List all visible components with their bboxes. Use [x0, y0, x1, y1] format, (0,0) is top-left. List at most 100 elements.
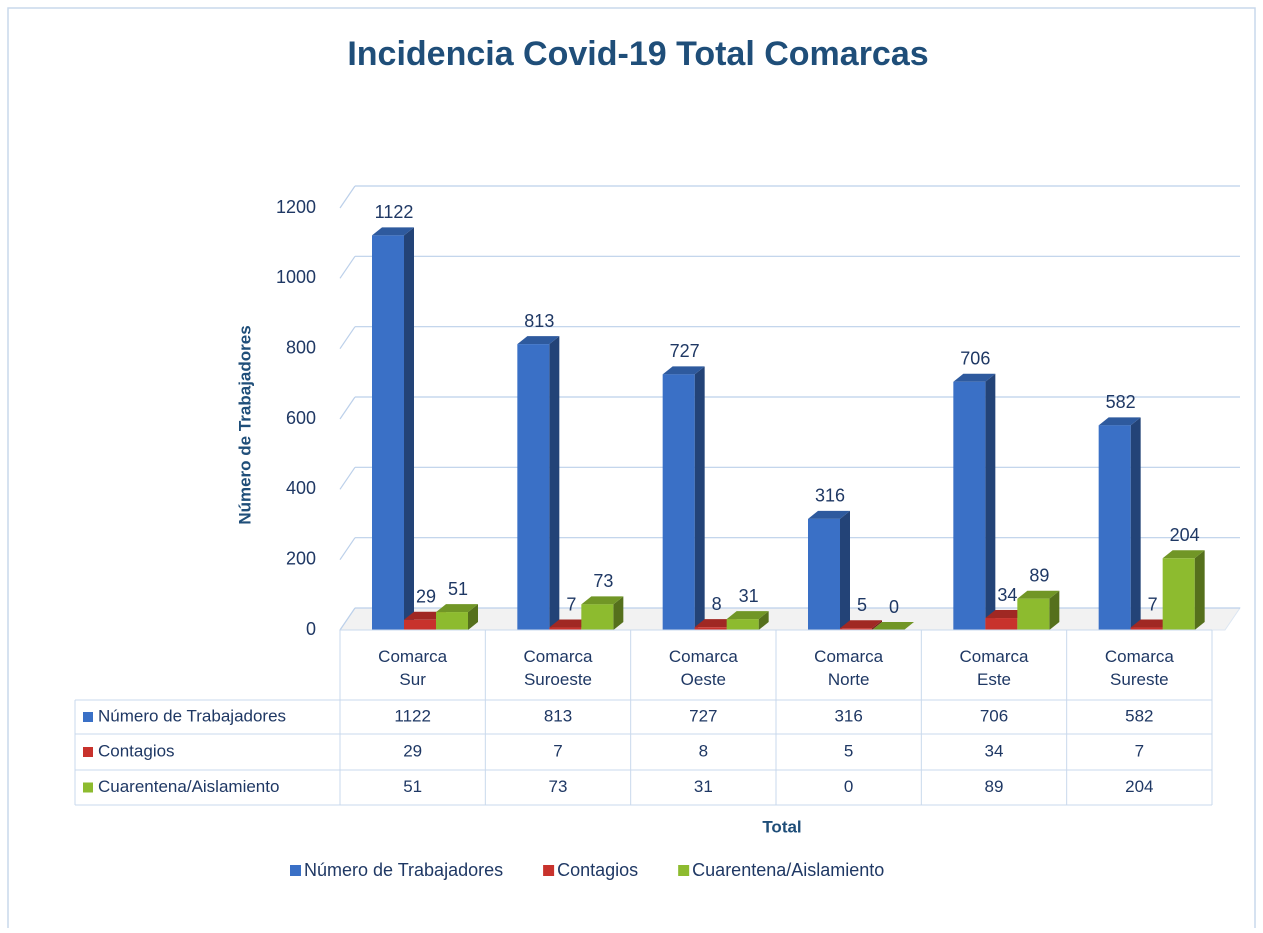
bar [953, 381, 986, 630]
x-tick-label: Comarca Suroeste [524, 647, 594, 689]
bar-side [694, 366, 705, 630]
value-label: 29 [416, 587, 436, 607]
bar-top [549, 619, 592, 628]
value-label: 31 [739, 586, 759, 606]
value-label: 204 [1170, 525, 1200, 545]
bar [694, 627, 727, 630]
value-label: 813 [524, 311, 554, 331]
table-legend-key [83, 782, 93, 793]
bar [1017, 598, 1050, 630]
bar-top [436, 604, 478, 613]
y-tick-label: 600 [286, 408, 316, 428]
value-label: 7 [1148, 594, 1158, 614]
table-legend-key [83, 747, 93, 757]
bar-side [549, 336, 560, 630]
bar [517, 344, 550, 630]
bar [808, 518, 840, 630]
bar-side [404, 227, 414, 630]
bar [404, 619, 436, 630]
bar-side [840, 510, 850, 630]
bar [985, 618, 1018, 630]
grid-line [339, 326, 356, 350]
table-value: 31 [694, 777, 713, 796]
value-label: 73 [593, 571, 613, 591]
table-series-label: Contagios [98, 741, 175, 760]
value-label: 8 [712, 594, 722, 614]
bar [726, 619, 759, 630]
bar [436, 612, 468, 630]
x-tick-label: Comarca Este [960, 647, 1030, 689]
table-value: 8 [699, 741, 708, 760]
bar-top [694, 619, 737, 628]
table-value: 73 [549, 777, 568, 796]
value-label: 5 [857, 595, 867, 615]
table-value: 813 [544, 706, 572, 725]
x-tick-label: Comarca Norte [814, 647, 884, 689]
table-series-label: Cuarentena/Aislamiento [98, 777, 279, 796]
value-label: 0 [889, 597, 899, 617]
legend-key [290, 865, 301, 876]
y-tick-label: 200 [286, 548, 316, 568]
legend-key [678, 865, 690, 876]
grid-line [339, 466, 356, 490]
bar [1130, 627, 1163, 630]
bar-side [1049, 590, 1060, 630]
grid-line [339, 185, 356, 209]
y-tick-label: 1000 [276, 267, 316, 287]
bar [1162, 558, 1195, 630]
bar-top [953, 373, 996, 382]
x-tick-label: Comarca Sur [378, 647, 448, 689]
bar-side [1130, 417, 1141, 630]
bar-top [662, 366, 705, 375]
bar-side [1194, 550, 1205, 630]
bar-top [872, 622, 914, 630]
value-label: 582 [1106, 392, 1136, 412]
bar-top [1162, 550, 1205, 559]
bar-side [758, 611, 769, 630]
y-tick-label: 1200 [276, 197, 316, 217]
bar [1098, 425, 1131, 630]
y-axis-label: Número de Trabajadores [235, 325, 254, 524]
value-label: 89 [1029, 565, 1049, 585]
table-value: 51 [403, 777, 422, 796]
bar-top [726, 611, 769, 620]
table-value: 34 [985, 741, 1004, 760]
table-value: 582 [1125, 706, 1153, 725]
bar-top [372, 227, 414, 236]
bar-side [468, 604, 478, 630]
table-value: 89 [985, 777, 1004, 796]
table-value: 5 [844, 741, 853, 760]
table-value: 1122 [394, 706, 431, 725]
table-value: 316 [834, 706, 862, 725]
chart-title: Incidencia Covid-19 Total Comarcas [347, 35, 928, 73]
bar-top [808, 510, 850, 519]
bar [549, 627, 582, 630]
y-tick-label: 800 [286, 337, 316, 357]
table-series-label: Número de Trabajadores [98, 706, 286, 725]
value-label: 706 [960, 348, 990, 368]
grid-line [339, 537, 356, 561]
bar-top [1130, 619, 1173, 628]
bar-top [517, 336, 560, 345]
table-legend-key [83, 712, 93, 722]
table-value: 0 [844, 777, 853, 796]
table-value: 7 [553, 741, 562, 760]
value-label: 51 [448, 579, 468, 599]
bar-side [872, 620, 882, 630]
table-value: 204 [1125, 777, 1153, 796]
value-label: 727 [670, 341, 700, 361]
bar [372, 235, 404, 630]
bar-top [1017, 590, 1060, 599]
bar [840, 628, 872, 630]
bar-top [581, 596, 624, 605]
value-label: 34 [997, 585, 1017, 605]
bar-top [985, 610, 1028, 619]
table-value: 7 [1135, 741, 1144, 760]
value-label: 316 [815, 486, 845, 506]
grid-line [339, 255, 356, 279]
y-tick-label: 400 [286, 478, 316, 498]
bar [662, 374, 695, 630]
bar [581, 604, 614, 630]
chart-frame [7, 7, 1256, 933]
